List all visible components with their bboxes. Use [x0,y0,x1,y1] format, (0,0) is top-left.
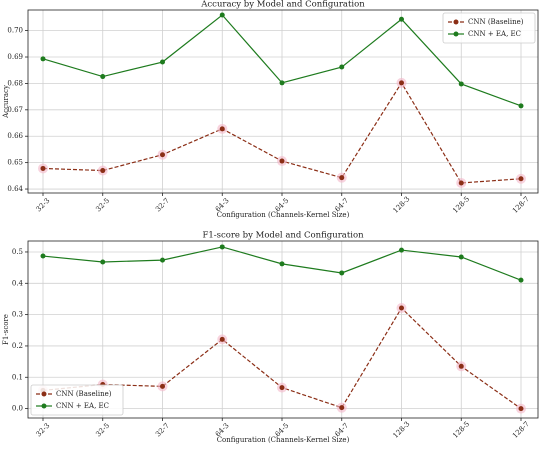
x-tick-label: 128-7 [511,195,531,215]
y-axis-label: Accuracy [2,85,10,119]
legend-box [30,384,124,416]
chart-title: Accuracy by Model and Configuration [200,0,365,10]
legend-marker [41,403,47,409]
marker [518,176,524,182]
marker [40,56,46,62]
y-tick-label: 0.67 [7,106,23,114]
marker [339,405,345,411]
legend-marker [453,31,459,37]
x-axis-label: Configuration (Channels-Kernel Size) [217,211,350,219]
legend-label: CNN (Baseline) [468,18,524,26]
y-tick-label: 0.69 [7,53,23,61]
marker [219,12,225,18]
y-tick-label: 0.68 [7,79,23,87]
y-tick-label: 0.70 [7,27,23,35]
marker [219,336,225,342]
marker [458,254,464,260]
legend-label: CNN + EA, EC [468,30,521,38]
legend-marker [453,19,459,25]
marker [100,168,106,174]
y-tick-label: 0.3 [12,311,23,319]
y-tick-label: 0.65 [7,159,23,167]
marker [518,277,524,283]
marker [458,363,464,369]
marker [100,74,106,80]
chart-title: F1-score by Model and Configuration [202,231,364,241]
marker [100,259,106,265]
y-tick-label: 0.5 [12,248,23,256]
marker [219,126,225,132]
marker [160,59,165,65]
marker [458,180,464,186]
marker [160,257,165,263]
y-axis-label: F1-score [2,314,10,345]
legend-label: CNN (Baseline) [56,390,112,398]
marker [279,385,285,391]
y-tick-label: 0.2 [12,342,23,350]
x-tick-label: 32-7 [154,197,171,214]
plot-frame [27,240,539,419]
marker [339,64,345,70]
x-tick-label: 32-5 [94,422,111,439]
marker [339,270,345,276]
x-axis-label: Configuration (Channels-Kernel Size) [217,436,350,444]
marker [279,158,285,164]
marker [160,383,165,389]
x-tick-label: 32-3 [35,197,52,214]
marker [279,261,285,267]
marker [339,175,345,181]
legend-marker [41,391,47,397]
y-tick-label: 0.0 [12,405,23,413]
marker [399,305,404,311]
x-tick-label: 32-3 [35,422,52,439]
y-tick-label: 0.66 [7,132,23,140]
marker [279,80,285,86]
marker [518,103,524,109]
y-tick-label: 0.1 [12,373,23,381]
x-tick-label: 128-5 [451,420,471,440]
plot-frame [27,9,539,194]
marker [399,16,404,22]
marker [458,81,464,87]
x-tick-label: 32-5 [94,197,111,214]
marker [40,253,46,259]
marker [219,244,225,250]
legend-label: CNN + EA, EC [56,402,109,410]
y-tick-label: 0.64 [7,185,23,193]
marker [518,406,524,412]
marker [399,80,404,86]
y-tick-label: 0.4 [12,279,24,287]
legend-box [442,12,536,44]
x-tick-label: 128-7 [511,420,531,440]
x-tick-label: 128-3 [392,195,412,215]
marker [40,165,46,171]
marker [160,152,165,158]
x-tick-label: 128-3 [392,420,412,440]
marker [399,247,404,253]
x-tick-label: 32-7 [154,422,171,439]
x-tick-label: 128-5 [451,195,471,215]
